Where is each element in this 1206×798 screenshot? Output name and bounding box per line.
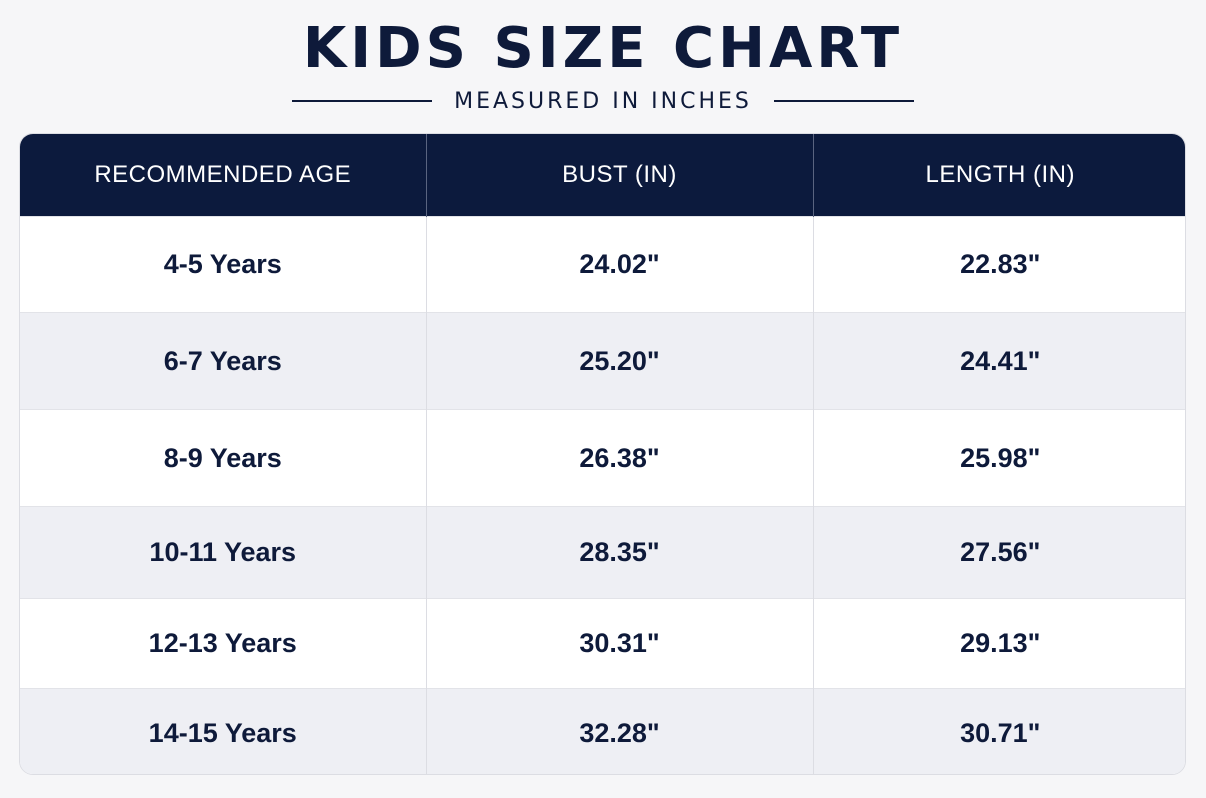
table-row: 14-15 Years 32.28" 30.71": [20, 688, 1185, 774]
cell-length: 25.98": [813, 409, 1185, 507]
page-title: KIDS SIZE CHART: [302, 16, 904, 81]
column-header-age: RECOMMENDED AGE: [20, 134, 427, 217]
cell-bust: 26.38": [426, 409, 814, 507]
table-row: 6-7 Years 25.20" 24.41": [20, 312, 1185, 410]
page-subtitle: MEASURED IN INCHES: [454, 88, 752, 114]
table-row: 8-9 Years 26.38" 25.98": [20, 409, 1185, 507]
cell-length: 27.56": [813, 506, 1185, 599]
cell-bust: 28.35": [426, 506, 814, 599]
table-row: 10-11 Years 28.35" 27.56": [20, 506, 1185, 599]
cell-age: 10-11 Years: [20, 506, 427, 599]
cell-age: 12-13 Years: [20, 598, 427, 689]
cell-age: 14-15 Years: [20, 688, 427, 774]
subtitle-rule-left: [292, 100, 433, 102]
column-header-length: LENGTH (IN): [813, 134, 1185, 217]
cell-age: 6-7 Years: [20, 312, 427, 410]
subtitle-rule-right: [773, 100, 914, 102]
table-header-row: RECOMMENDED AGE BUST (IN) LENGTH (IN): [20, 134, 1185, 217]
column-header-bust: BUST (IN): [426, 134, 814, 217]
cell-length: 29.13": [813, 598, 1185, 689]
table-row: 4-5 Years 24.02" 22.83": [20, 216, 1185, 313]
cell-age: 8-9 Years: [20, 409, 427, 507]
subtitle-row: MEASURED IN INCHES: [0, 84, 1206, 118]
cell-age: 4-5 Years: [20, 216, 427, 313]
cell-bust: 24.02": [426, 216, 814, 313]
cell-length: 22.83": [813, 216, 1185, 313]
table-row: 12-13 Years 30.31" 29.13": [20, 598, 1185, 689]
cell-bust: 32.28": [426, 688, 814, 774]
cell-bust: 25.20": [426, 312, 814, 410]
cell-bust: 30.31": [426, 598, 814, 689]
cell-length: 24.41": [813, 312, 1185, 410]
cell-length: 30.71": [813, 688, 1185, 774]
size-chart-table: RECOMMENDED AGE BUST (IN) LENGTH (IN) 4-…: [19, 133, 1186, 775]
